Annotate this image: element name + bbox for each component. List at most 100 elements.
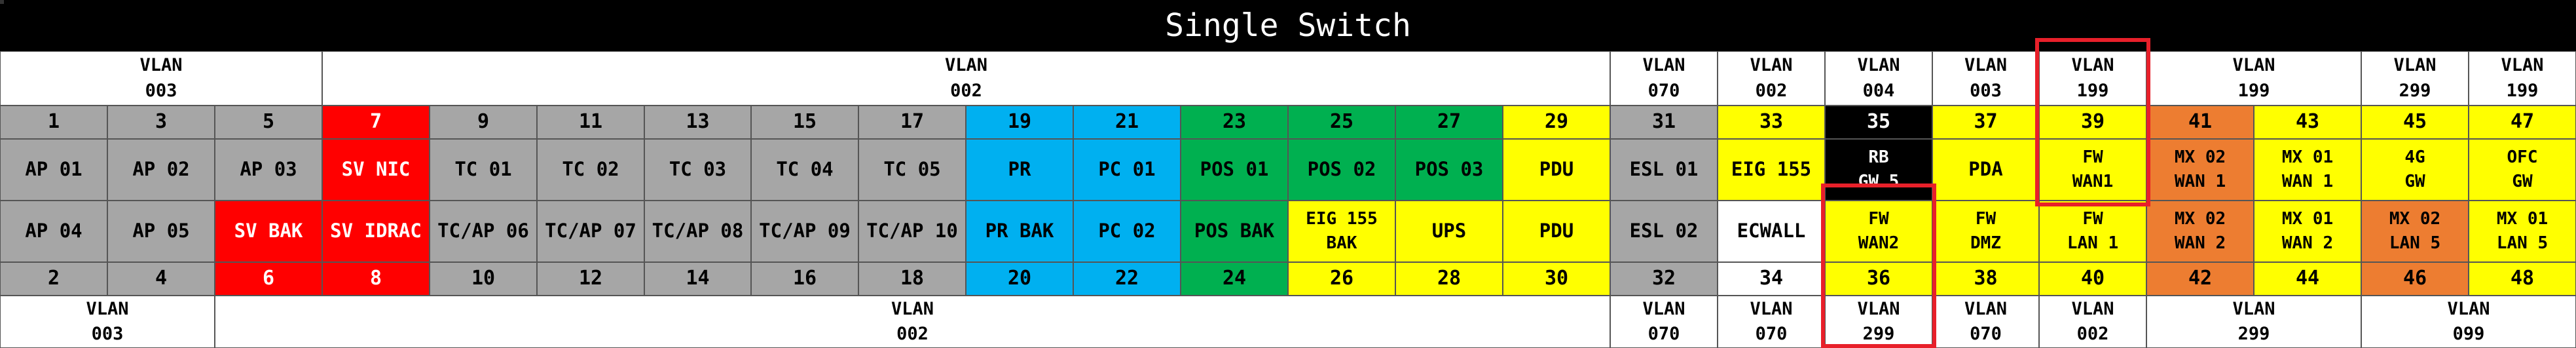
- port-label-tc-01: TC 01: [430, 139, 537, 201]
- port-label-esl-01: ESL 01: [1610, 139, 1718, 201]
- port-label-mx-02-wan-1: MX 02 WAN 1: [2146, 139, 2254, 201]
- port-number-16: 16: [751, 262, 858, 296]
- port-label-sv-bak: SV BAK: [215, 201, 322, 262]
- port-number-19: 19: [966, 106, 1073, 139]
- port-number-11: 11: [537, 106, 644, 139]
- port-label-ap-03: AP 03: [215, 139, 322, 201]
- port-number-36: 36: [1825, 262, 1932, 296]
- port-label-eig-155-bak: EIG 155 BAK: [1288, 201, 1395, 262]
- port-number-40: 40: [2039, 262, 2146, 296]
- port-label-mx-02-lan-5: MX 02 LAN 5: [2361, 201, 2469, 262]
- bottom-vlan-vlan-099: VLAN 099: [2361, 296, 2576, 348]
- port-label-eig-155: EIG 155: [1718, 139, 1825, 201]
- port-number-42: 42: [2146, 262, 2254, 296]
- top-vlan-vlan-003: VLAN 003: [0, 51, 322, 106]
- port-number-5: 5: [215, 106, 322, 139]
- port-number-25: 25: [1288, 106, 1395, 139]
- port-label-rb-gw-5: RB GW 5: [1825, 139, 1932, 201]
- port-label-ecwall: ECWALL: [1718, 201, 1825, 262]
- port-label-tc-03: TC 03: [644, 139, 751, 201]
- port-number-47: 47: [2469, 106, 2576, 139]
- port-label-fw-wan1: FW WAN1: [2039, 139, 2146, 201]
- port-label-mx-01-wan-1: MX 01 WAN 1: [2254, 139, 2361, 201]
- top-vlan-vlan-199: VLAN 199: [2039, 51, 2146, 106]
- port-label-pdu: PDU: [1503, 201, 1610, 262]
- port-label-pr-bak: PR BAK: [966, 201, 1073, 262]
- port-number-21: 21: [1073, 106, 1181, 139]
- port-number-35: 35: [1825, 106, 1932, 139]
- port-label-pda: PDA: [1932, 139, 2039, 201]
- port-number-24: 24: [1181, 262, 1288, 296]
- port-number-15: 15: [751, 106, 858, 139]
- port-number-44: 44: [2254, 262, 2361, 296]
- corner-marker: [0, 0, 4, 4]
- port-label-sv-idrac: SV IDRAC: [322, 201, 430, 262]
- bottom-vlan-vlan-002: VLAN 002: [215, 296, 1610, 348]
- top-vlan-vlan-003: VLAN 003: [1932, 51, 2039, 106]
- port-label-fw-lan-1: FW LAN 1: [2039, 201, 2146, 262]
- port-label-pc-01: PC 01: [1073, 139, 1181, 201]
- port-number-22: 22: [1073, 262, 1181, 296]
- port-number-32: 32: [1610, 262, 1718, 296]
- port-label-4g-gw: 4G GW: [2361, 139, 2469, 201]
- port-label-ap-02: AP 02: [107, 139, 215, 201]
- port-label-pos-01: POS 01: [1181, 139, 1288, 201]
- port-number-10: 10: [430, 262, 537, 296]
- port-number-34: 34: [1718, 262, 1825, 296]
- port-number-4: 4: [107, 262, 215, 296]
- port-number-1: 1: [0, 106, 107, 139]
- top-vlan-vlan-002: VLAN 002: [322, 51, 1610, 106]
- port-number-48: 48: [2469, 262, 2576, 296]
- port-number-23: 23: [1181, 106, 1288, 139]
- port-label-tc-04: TC 04: [751, 139, 858, 201]
- port-label-ups: UPS: [1395, 201, 1503, 262]
- bottom-vlan-vlan-299: VLAN 299: [1825, 296, 1932, 348]
- port-label-tc-05: TC 05: [858, 139, 966, 201]
- port-label-fw-dmz: FW DMZ: [1932, 201, 2039, 262]
- port-number-41: 41: [2146, 106, 2254, 139]
- port-number-13: 13: [644, 106, 751, 139]
- top-vlan-vlan-299: VLAN 299: [2361, 51, 2469, 106]
- port-number-17: 17: [858, 106, 966, 139]
- port-number-6: 6: [215, 262, 322, 296]
- port-number-20: 20: [966, 262, 1073, 296]
- port-label-tc-ap-08: TC/AP 08: [644, 201, 751, 262]
- port-label-tc-ap-09: TC/AP 09: [751, 201, 858, 262]
- bottom-vlan-vlan-003: VLAN 003: [0, 296, 215, 348]
- highlight-box-fw-wan2: [1821, 184, 1936, 348]
- port-label-pos-02: POS 02: [1288, 139, 1395, 201]
- port-label-ap-05: AP 05: [107, 201, 215, 262]
- port-label-mx-01-lan-5: MX 01 LAN 5: [2469, 201, 2576, 262]
- port-label-ofc-gw: OFC GW: [2469, 139, 2576, 201]
- port-label-sv-nic: SV NIC: [322, 139, 430, 201]
- port-number-18: 18: [858, 262, 966, 296]
- port-number-33: 33: [1718, 106, 1825, 139]
- port-number-30: 30: [1503, 262, 1610, 296]
- port-number-2: 2: [0, 262, 107, 296]
- port-number-39: 39: [2039, 106, 2146, 139]
- port-number-7: 7: [322, 106, 430, 139]
- port-label-tc-02: TC 02: [537, 139, 644, 201]
- port-label-pos-bak: POS BAK: [1181, 201, 1288, 262]
- bottom-vlan-vlan-070: VLAN 070: [1932, 296, 2039, 348]
- top-vlan-vlan-002: VLAN 002: [1718, 51, 1825, 106]
- port-number-12: 12: [537, 262, 644, 296]
- port-number-38: 38: [1932, 262, 2039, 296]
- port-label-pr: PR: [966, 139, 1073, 201]
- port-number-14: 14: [644, 262, 751, 296]
- page-title: Single Switch: [0, 0, 2576, 51]
- highlight-box-fw-wan1: [2035, 38, 2150, 206]
- bottom-vlan-vlan-070: VLAN 070: [1610, 296, 1718, 348]
- port-number-46: 46: [2361, 262, 2469, 296]
- port-number-26: 26: [1288, 262, 1395, 296]
- port-label-pos-03: POS 03: [1395, 139, 1503, 201]
- port-label-ap-01: AP 01: [0, 139, 107, 201]
- port-label-pdu: PDU: [1503, 139, 1610, 201]
- port-number-43: 43: [2254, 106, 2361, 139]
- port-number-29: 29: [1503, 106, 1610, 139]
- port-label-mx-02-wan-2: MX 02 WAN 2: [2146, 201, 2254, 262]
- port-label-ap-04: AP 04: [0, 201, 107, 262]
- port-number-28: 28: [1395, 262, 1503, 296]
- top-vlan-vlan-070: VLAN 070: [1610, 51, 1718, 106]
- port-number-8: 8: [322, 262, 430, 296]
